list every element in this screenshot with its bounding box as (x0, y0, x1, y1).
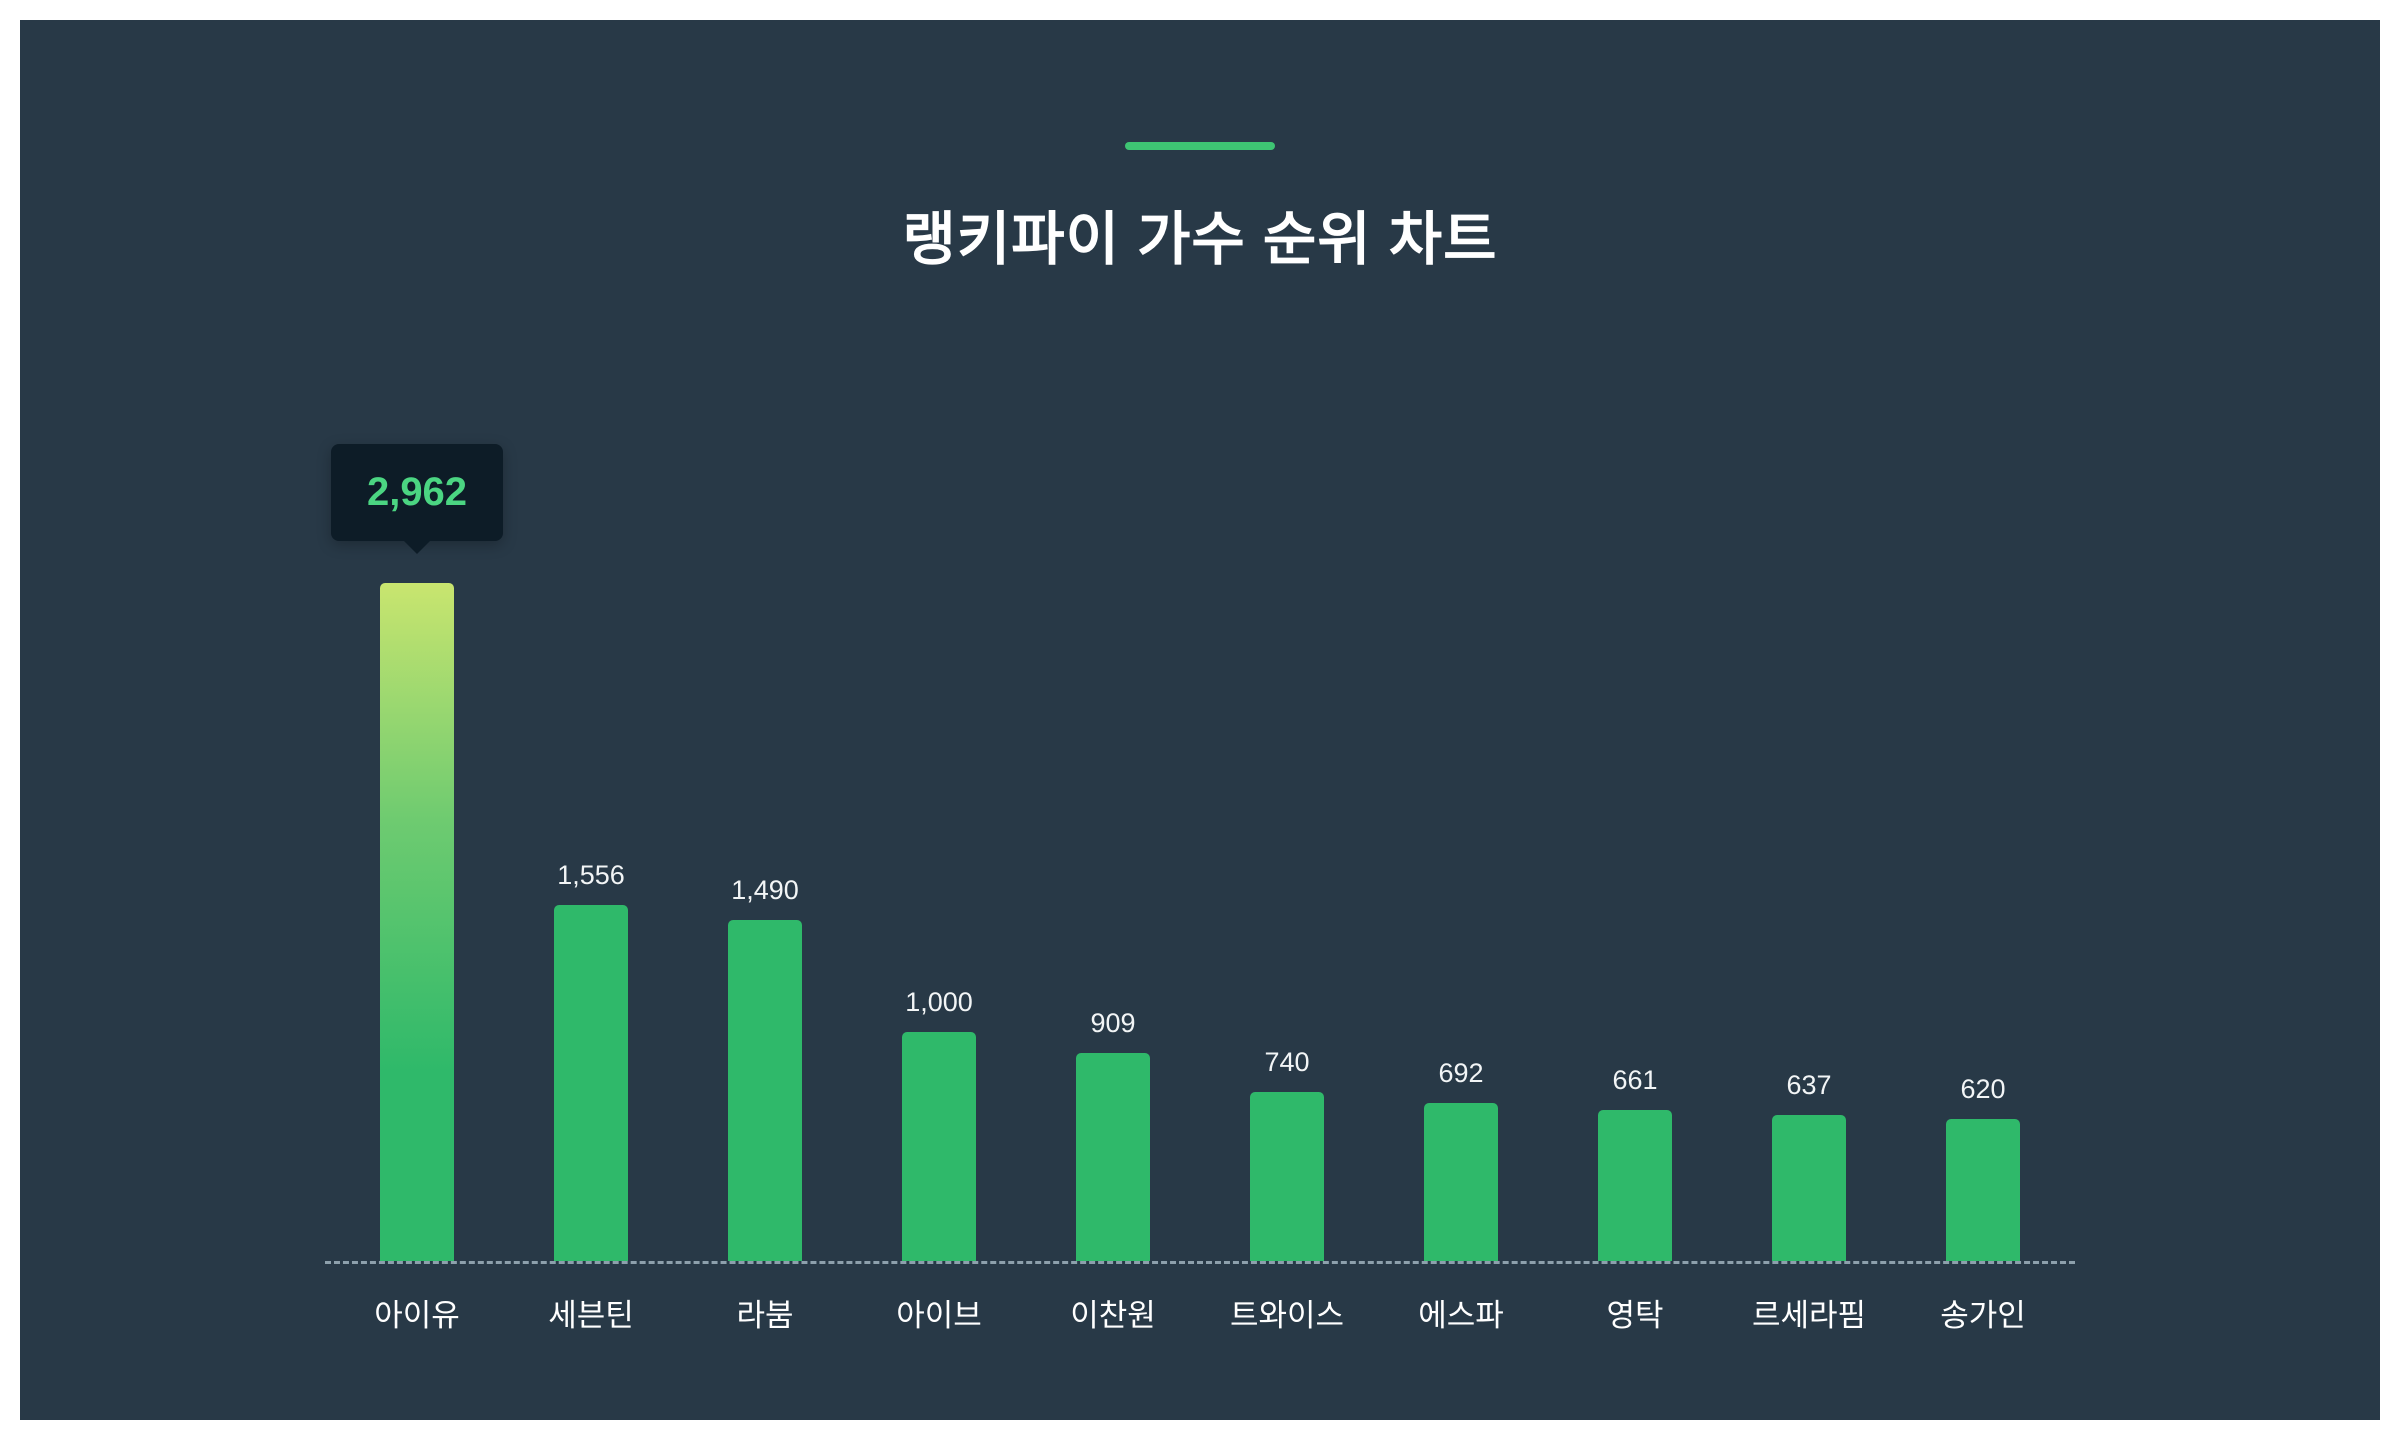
label-slot: 이찬원 (1070, 1290, 1156, 1335)
label-slot: 라붐 (728, 1290, 802, 1335)
bar[interactable] (1250, 1092, 1324, 1261)
bar[interactable] (554, 905, 628, 1261)
chart-frame: 랭키파이 가수 순위 차트 2,962 1,556 1,490 1,000 (20, 20, 2380, 1420)
bar[interactable] (1772, 1115, 1846, 1261)
label-slot: 에스파 (1418, 1290, 1504, 1335)
bar-item: 909 (1076, 1008, 1150, 1261)
baseline (325, 1261, 2075, 1264)
bar-value-label: 661 (1612, 1065, 1658, 1095)
bar-item: 740 (1250, 1047, 1324, 1261)
bar-value-label: 1,490 (731, 875, 799, 905)
bar-item: 637 (1772, 1070, 1846, 1261)
chart-title: 랭키파이 가수 순위 차트 (902, 207, 1498, 272)
bar-item: 1,556 (554, 860, 628, 1261)
bar-item: 620 (1946, 1074, 2020, 1261)
bar-category-label: 영탁 (1606, 1298, 1664, 1333)
bar-category-label: 이찬원 (1070, 1298, 1156, 1333)
bar[interactable] (902, 1032, 976, 1261)
label-slot: 아이유 (374, 1290, 460, 1335)
bar-category-label: 에스파 (1418, 1298, 1504, 1333)
bar-item: 2,962 (330, 444, 504, 1261)
bar-item: 661 (1598, 1065, 1672, 1261)
chart-header: 랭키파이 가수 순위 차트 (20, 20, 2380, 276)
bar-category-label: 아이유 (374, 1298, 460, 1333)
bar-category-label: 세븐틴 (548, 1298, 634, 1333)
bar[interactable] (1424, 1103, 1498, 1261)
label-slot: 르세라핌 (1752, 1290, 1866, 1335)
bar-chart: 2,962 1,556 1,490 1,000 909 (325, 426, 2075, 1335)
bar[interactable] (1946, 1119, 2020, 1261)
bar-item: 1,490 (728, 875, 802, 1261)
bar-value-label: 909 (1090, 1008, 1136, 1038)
bar-category-label: 라붐 (736, 1298, 794, 1333)
bar-category-label: 르세라핌 (1751, 1298, 1867, 1333)
value-tooltip: 2,962 (330, 444, 504, 541)
bar-value-label: 620 (1960, 1074, 2006, 1104)
bars-row: 2,962 1,556 1,490 1,000 909 (325, 426, 2075, 1261)
labels-row: 아이유 세븐틴 라붐 아이브 이찬원 트와이스 에스파 영탁 르세라핌 송가인 (325, 1290, 2075, 1335)
bar-value-label: 692 (1438, 1058, 1484, 1088)
title-accent-line (1125, 142, 1275, 150)
bar[interactable] (728, 920, 802, 1261)
bar-category-label: 트와이스 (1229, 1298, 1345, 1333)
bar-value-label: 1,000 (905, 987, 973, 1017)
bar-value-label: 637 (1786, 1070, 1832, 1100)
bar[interactable] (380, 583, 454, 1261)
bar-value-label: 1,556 (557, 860, 625, 890)
bar-item: 1,000 (902, 987, 976, 1261)
label-slot: 송가인 (1940, 1290, 2026, 1335)
tooltip-value: 2,962 (366, 470, 468, 514)
label-slot: 트와이스 (1230, 1290, 1344, 1335)
bar-value-label: 740 (1264, 1047, 1310, 1077)
label-slot: 세븐틴 (548, 1290, 634, 1335)
label-slot: 영탁 (1598, 1290, 1672, 1335)
bar-category-label: 송가인 (1940, 1298, 2026, 1333)
bar[interactable] (1076, 1053, 1150, 1261)
bar-category-label: 아이브 (896, 1298, 982, 1333)
bar-item: 692 (1424, 1058, 1498, 1261)
label-slot: 아이브 (896, 1290, 982, 1335)
bar[interactable] (1598, 1110, 1672, 1261)
